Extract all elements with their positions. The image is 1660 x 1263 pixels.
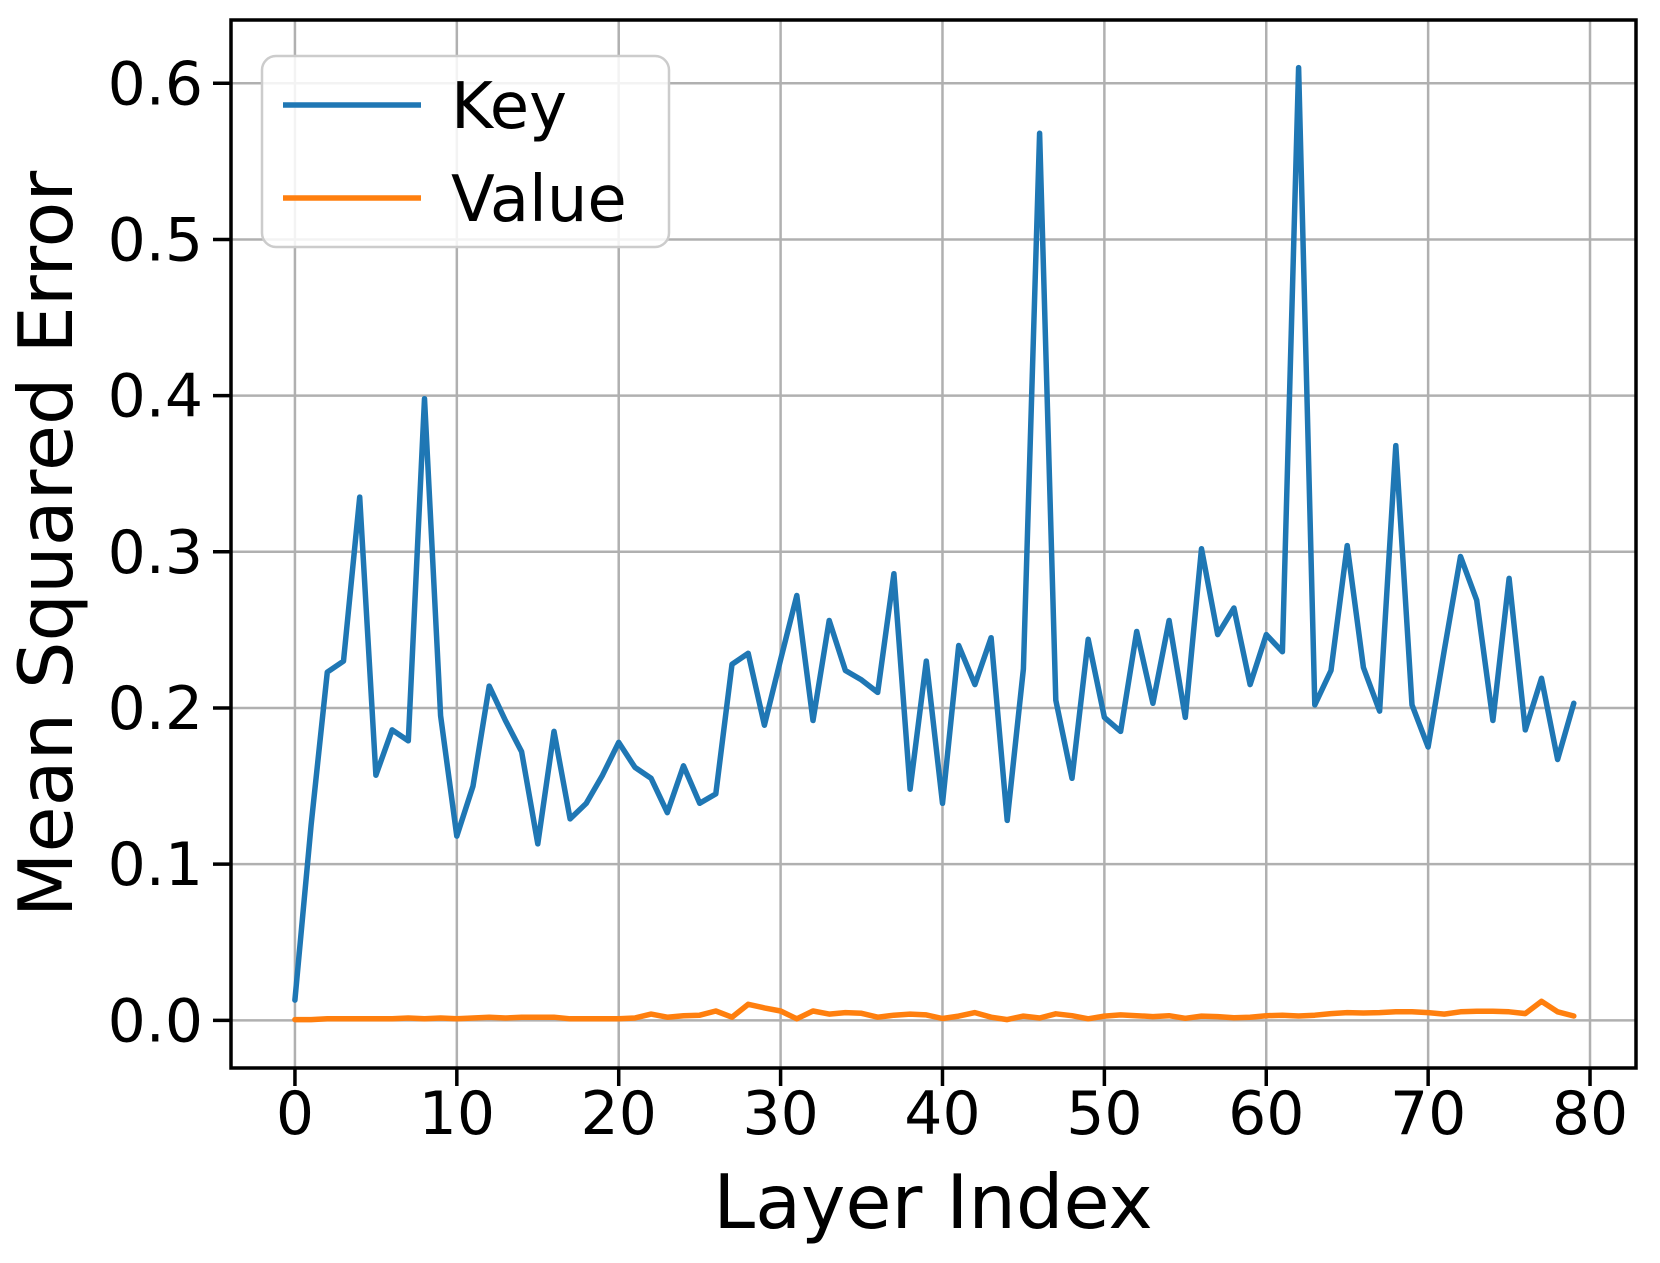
y-tick-label: 0.4 bbox=[108, 362, 203, 432]
y-tick-label: 0.2 bbox=[108, 674, 203, 744]
plot-frame bbox=[229, 18, 1638, 1070]
x-tick-label: 40 bbox=[904, 1079, 980, 1149]
legend: Key Value bbox=[260, 54, 671, 249]
x-tick-label: 0 bbox=[276, 1079, 314, 1149]
y-tick-label: 0.6 bbox=[108, 49, 203, 119]
y-tick-label: 0.3 bbox=[108, 518, 203, 588]
x-tick-label: 60 bbox=[1228, 1079, 1304, 1149]
series-line-value bbox=[292, 998, 1577, 1023]
y-tick-label: 0.5 bbox=[108, 205, 203, 275]
y-tick-label: 0.1 bbox=[108, 830, 203, 900]
y-tick-label: 0.0 bbox=[108, 986, 203, 1056]
x-axis-label: Layer Index bbox=[713, 1158, 1152, 1246]
x-tick-label: 10 bbox=[419, 1079, 495, 1149]
legend-value-label: Value bbox=[451, 163, 627, 237]
series-layer bbox=[292, 64, 1577, 1023]
x-tick-label: 80 bbox=[1552, 1079, 1628, 1149]
x-tick-label: 50 bbox=[1066, 1079, 1142, 1149]
legend-key-label: Key bbox=[451, 70, 567, 144]
y-axis-label: Mean Squared Error bbox=[2, 171, 90, 918]
x-tick-label: 20 bbox=[581, 1079, 657, 1149]
x-tick-label: 70 bbox=[1390, 1079, 1466, 1149]
x-tick-label: 30 bbox=[742, 1079, 818, 1149]
tick-layer: 0 10 20 30 40 50 60 70 80 0.0 0.1 0.2 0.3 0.4 0.5 0.6 bbox=[108, 49, 1629, 1149]
series-line-key bbox=[292, 64, 1577, 1003]
